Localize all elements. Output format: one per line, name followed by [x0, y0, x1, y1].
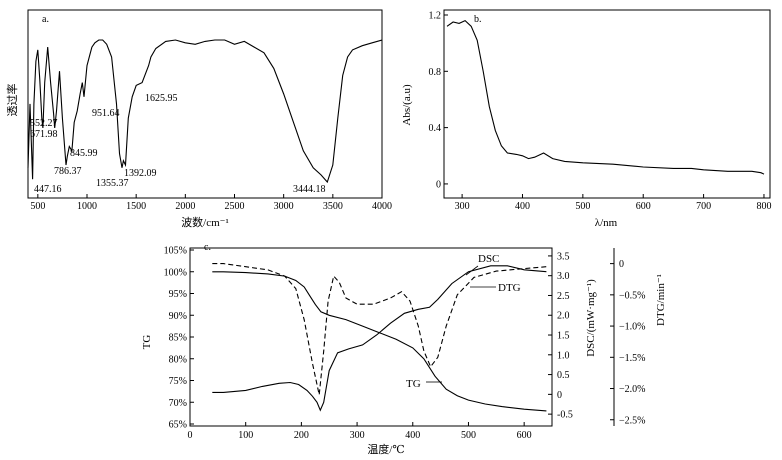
panel-c-right2-tick-label-5: −2.5%	[619, 415, 645, 426]
panel-c-right-tick-label-1: 0	[557, 390, 562, 401]
panel-c-left-tick-label-6: 95%	[169, 289, 187, 300]
panel-c-dtg-ticks: 0 −0.5% −1.0% −1.5% −2.0% −2.5%	[610, 259, 645, 426]
panel-c-tg-ticks: 65% 70% 75% 80% 85% 90% 95% 100% 105%	[164, 246, 194, 431]
panel-c-right-tick-label-4: 1.5	[557, 331, 570, 342]
panel-a-peak-labels: 552.27 671.98 447.16 786.37 845.99 951.6…	[30, 93, 326, 195]
panel-c-right2-tick-label-1: −0.5%	[619, 290, 645, 301]
dtg-curve	[212, 263, 547, 395]
panel-c-ylabel-tg: TG	[141, 335, 153, 350]
peak-label-786: 786.37	[54, 166, 82, 177]
panel-c-right-tick-label-7: 3.0	[557, 271, 570, 282]
panel-c-left-tick-label-7: 100%	[164, 267, 187, 278]
panel-c-ylabel-dtg: DTG/min⁻¹	[655, 274, 667, 326]
panel-b-x-tick-label-1: 400	[515, 201, 530, 212]
panel-b-ylabel: Abs/(a.u)	[401, 84, 413, 126]
panel-c: c. TG DSC/(mW·mg⁻¹) DTG/min⁻¹ 温度/℃ 0 100 2…	[141, 242, 667, 456]
panel-b-y-ticks: 0 0.4 0.8 1.2	[429, 11, 448, 190]
panel-c-frame	[189, 247, 553, 427]
panel-c-x-tick-label-2: 200	[294, 430, 309, 441]
panel-a-x-tick-label-7: 4000	[372, 201, 392, 212]
panel-c-left-tick-label-4: 85%	[169, 333, 187, 344]
panel-b-x-tick-label-5: 800	[756, 201, 771, 212]
panel-a-x-tick-label-5: 3000	[274, 201, 294, 212]
panel-a-x-tick-label-2: 1500	[126, 201, 146, 212]
peak-label-1626: 1625.95	[145, 93, 178, 104]
panel-b-xlabel: λ/nm	[595, 217, 618, 229]
tg-curve	[212, 271, 547, 412]
dtg-curve-label: DTG	[498, 282, 521, 294]
panel-c-left-tick-label-0: 65%	[169, 420, 187, 431]
panel-c-right-tick-label-5: 2.0	[557, 311, 570, 322]
panel-a-x-tick-label-6: 3500	[323, 201, 343, 212]
panel-c-dsc-ticks: -0.5 0 0.5 1.0 1.5 2.0 2.5 3.0 3.5	[548, 251, 573, 421]
panel-c-x-tick-label-1: 100	[238, 430, 253, 441]
panel-c-right-tick-label-0: -0.5	[557, 410, 573, 421]
panel-c-x-tick-label-6: 600	[517, 430, 532, 441]
panel-b-x-tick-label-2: 500	[575, 201, 590, 212]
panel-c-x-tick-label-5: 500	[461, 430, 476, 441]
panel-c-right-tick-label-2: 0.5	[557, 370, 570, 381]
panel-c-left-tick-label-1: 70%	[169, 398, 187, 409]
panel-c-x-tick-label-0: 0	[188, 430, 193, 441]
panel-c-right2-tick-label-2: −1.0%	[619, 322, 645, 333]
panel-b: b. Abs/(a.u) λ/nm 300 400 500 600 700 800 0 0.…	[401, 9, 771, 229]
panel-b-x-ticks: 300 400 500 600 700 800	[455, 194, 771, 212]
panel-b-absorbance-curve	[446, 19, 765, 175]
panel-a-x-tick-label-1: 1000	[77, 201, 97, 212]
peak-label-672: 671.98	[30, 129, 58, 140]
panel-c-left-tick-label-3: 80%	[169, 354, 187, 365]
panel-a-tag: a.	[42, 14, 49, 25]
panel-c-right-tick-label-6: 2.5	[557, 291, 570, 302]
peak-label-1355: 1355.37	[96, 178, 129, 189]
peak-label-1392: 1392.09	[124, 168, 157, 179]
dsc-label-arrow	[465, 265, 479, 276]
panel-b-x-tick-label-0: 300	[455, 201, 470, 212]
panel-c-ylabel-dsc: DSC/(mW·mg⁻¹)	[585, 279, 597, 357]
panel-a-xlabel: 波数/cm⁻¹	[181, 216, 229, 229]
panel-a-frame	[27, 9, 383, 199]
peak-label-552: 552.27	[30, 118, 58, 129]
panel-b-left-tick-label-3: 1.2	[429, 11, 442, 22]
panel-b-left-tick-label-1: 0.4	[429, 123, 442, 134]
dsc-curve-label: DSC	[478, 253, 499, 265]
panel-c-left-tick-label-2: 75%	[169, 376, 187, 387]
panel-a-ylabel: 透过率	[5, 84, 19, 117]
panel-a: a. 透过率 波数/cm⁻¹ 500 1000 1500 2000 2500 3000 35…	[5, 9, 392, 229]
panel-c-left-tick-label-8: 105%	[164, 246, 187, 257]
panel-b-left-tick-label-2: 0.8	[429, 67, 442, 78]
panel-c-xlabel: 温度/℃	[367, 442, 404, 456]
panel-c-x-tick-label-4: 400	[405, 430, 420, 441]
panel-c-right-tick-label-3: 1.0	[557, 350, 570, 361]
panel-c-right-tick-label-8: 3.5	[557, 251, 570, 262]
panel-a-x-tick-label-4: 2500	[225, 201, 245, 212]
panel-a-x-tick-label-3: 2000	[175, 201, 195, 212]
panel-a-x-ticks: 500 1000 1500 2000 2500 3000 3500 4000	[30, 194, 392, 212]
panel-c-right2-tick-label-3: −1.5%	[619, 353, 645, 364]
peak-label-846: 845.99	[70, 148, 98, 159]
panel-b-left-tick-label-0: 0	[436, 179, 441, 190]
panel-c-right2-tick-label-0: 0	[619, 259, 624, 270]
panel-b-tag: b.	[474, 14, 482, 25]
panel-a-x-tick-label-0: 500	[30, 201, 45, 212]
panel-b-x-tick-label-3: 600	[636, 201, 651, 212]
peak-label-952: 951.64	[92, 108, 120, 119]
panel-c-x-tick-label-3: 300	[350, 430, 365, 441]
dsc-curve	[212, 265, 547, 412]
panel-a-ir-curve	[27, 39, 383, 184]
peak-label-3444: 3444.18	[293, 184, 326, 195]
panel-b-x-tick-label-4: 700	[696, 201, 711, 212]
panel-c-left-tick-label-5: 90%	[169, 311, 187, 322]
peak-label-447: 447.16	[34, 184, 62, 195]
panel-c-x-ticks: 0 100 200 300 400 500 600	[188, 422, 532, 441]
panel-b-frame	[443, 9, 771, 199]
tg-curve-label: TG	[406, 378, 421, 390]
panel-c-right2-tick-label-4: −2.0%	[619, 384, 645, 395]
